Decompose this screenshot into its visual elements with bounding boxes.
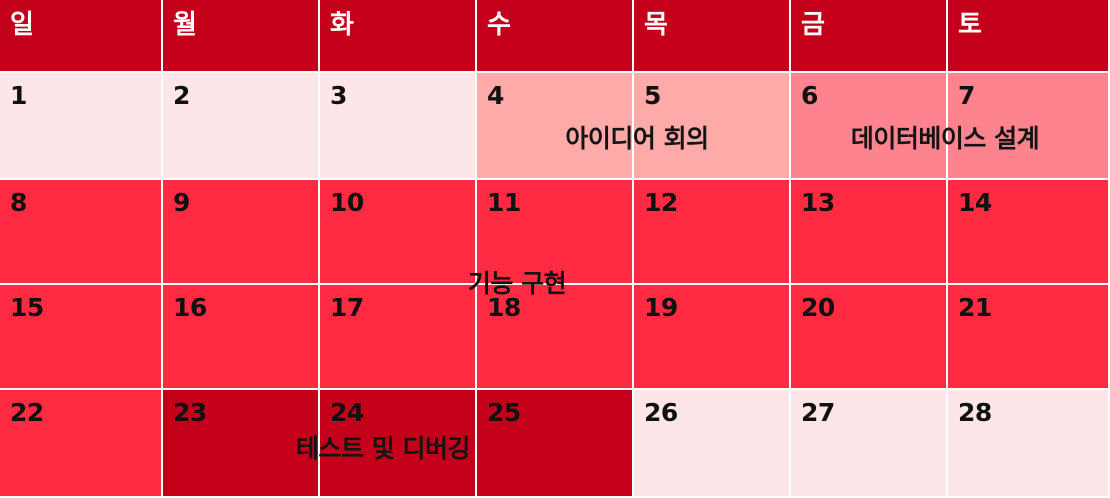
weekday-header-thu: 목	[634, 0, 791, 73]
day-number: 4	[487, 81, 504, 110]
day-cell-9[interactable]: 9	[163, 180, 320, 285]
day-cell-24[interactable]: 24	[320, 390, 477, 498]
day-cell-5[interactable]: 5	[634, 73, 791, 180]
day-number: 18	[487, 293, 521, 322]
day-number: 19	[644, 293, 678, 322]
event-testing[interactable]: 테스트 및 디버깅	[296, 434, 470, 463]
day-number: 5	[644, 81, 661, 110]
day-number: 25	[487, 398, 521, 427]
day-cell-23[interactable]: 23	[163, 390, 320, 498]
event-idea-meeting[interactable]: 아이디어 회의	[565, 124, 709, 153]
day-cell-12[interactable]: 12	[634, 180, 791, 285]
day-number: 8	[10, 188, 27, 217]
day-number: 26	[644, 398, 678, 427]
day-cell-10[interactable]: 10	[320, 180, 477, 285]
day-number: 2	[173, 81, 190, 110]
day-cell-7[interactable]: 7	[948, 73, 1110, 180]
weekday-label: 월	[173, 10, 197, 40]
day-number: 15	[10, 293, 44, 322]
day-cell-11[interactable]: 11	[477, 180, 634, 285]
day-cell-3[interactable]: 3	[320, 73, 477, 180]
day-number: 20	[801, 293, 835, 322]
day-cell-27[interactable]: 27	[791, 390, 948, 498]
day-cell-19[interactable]: 19	[634, 285, 791, 390]
day-number: 10	[330, 188, 364, 217]
day-number: 16	[173, 293, 207, 322]
day-number: 17	[330, 293, 364, 322]
weekday-header-sat: 토	[948, 0, 1110, 73]
event-implementation[interactable]: 기능 구현	[467, 269, 567, 298]
day-number: 24	[330, 398, 364, 427]
weekday-header-mon: 월	[163, 0, 320, 73]
day-number: 14	[958, 188, 992, 217]
day-number: 9	[173, 188, 190, 217]
weekday-label: 화	[330, 10, 354, 40]
weekday-label: 목	[644, 10, 668, 40]
day-cell-2[interactable]: 2	[163, 73, 320, 180]
weekday-label: 일	[10, 10, 34, 40]
day-cell-14[interactable]: 14	[948, 180, 1110, 285]
weekday-header-tue: 화	[320, 0, 477, 73]
weekday-label: 토	[958, 10, 982, 40]
day-number: 1	[10, 81, 27, 110]
event-db-design[interactable]: 데이터베이스 설계	[850, 124, 1040, 153]
day-number: 13	[801, 188, 835, 217]
day-cell-8[interactable]: 8	[0, 180, 163, 285]
day-number: 23	[173, 398, 207, 427]
day-number: 3	[330, 81, 347, 110]
day-cell-22[interactable]: 22	[0, 390, 163, 498]
day-cell-16[interactable]: 16	[163, 285, 320, 390]
day-cell-6[interactable]: 6	[791, 73, 948, 180]
day-number: 28	[958, 398, 992, 427]
day-cell-17[interactable]: 17	[320, 285, 477, 390]
day-number: 27	[801, 398, 835, 427]
day-cell-25[interactable]: 25	[477, 390, 634, 498]
day-cell-15[interactable]: 15	[0, 285, 163, 390]
day-cell-18[interactable]: 18	[477, 285, 634, 390]
day-cell-21[interactable]: 21	[948, 285, 1110, 390]
weekday-label: 수	[487, 10, 511, 40]
day-number: 12	[644, 188, 678, 217]
day-cell-26[interactable]: 26	[634, 390, 791, 498]
day-cell-20[interactable]: 20	[791, 285, 948, 390]
day-cell-28[interactable]: 28	[948, 390, 1110, 498]
weekday-header-wed: 수	[477, 0, 634, 73]
day-cell-13[interactable]: 13	[791, 180, 948, 285]
weekday-label: 금	[801, 10, 825, 40]
day-number: 6	[801, 81, 818, 110]
day-cell-4[interactable]: 4	[477, 73, 634, 180]
weekday-header-sun: 일	[0, 0, 163, 73]
day-number: 7	[958, 81, 975, 110]
weekday-header-fri: 금	[791, 0, 948, 73]
day-number: 11	[487, 188, 521, 217]
day-number: 22	[10, 398, 44, 427]
day-number: 21	[958, 293, 992, 322]
day-cell-1[interactable]: 1	[0, 73, 163, 180]
